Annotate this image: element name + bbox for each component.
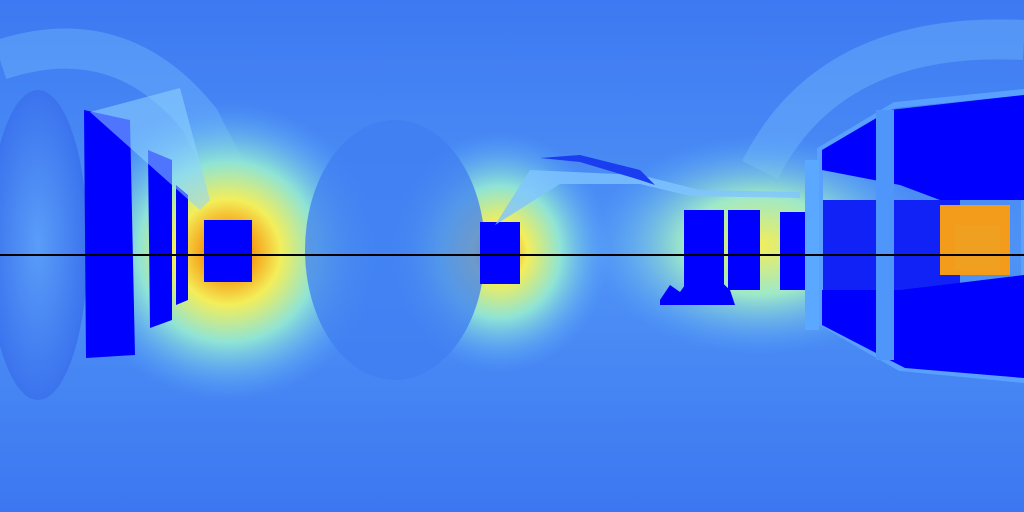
near-wall-center — [305, 120, 485, 380]
right-room-bright-core — [955, 225, 1000, 270]
window-2 — [728, 210, 760, 290]
left-doorway-2 — [148, 150, 172, 328]
left-doorway — [84, 110, 135, 358]
window-1 — [684, 210, 724, 290]
right-column-1 — [805, 160, 819, 330]
left-ceiling-beam — [90, 88, 210, 210]
right-room-frame — [817, 88, 1024, 384]
center-ceiling-edge — [540, 155, 655, 185]
center-ceiling-beam — [495, 170, 800, 225]
near-wall-left — [0, 90, 88, 400]
window-3 — [780, 212, 808, 290]
left-hall-end — [204, 220, 252, 282]
left-doorway-3 — [176, 185, 188, 305]
right-column-2 — [876, 110, 894, 360]
right-room-upper — [822, 95, 1024, 200]
right-room-lower — [822, 275, 1024, 378]
plant-foliage — [660, 276, 735, 305]
center-hall-end — [480, 222, 520, 284]
